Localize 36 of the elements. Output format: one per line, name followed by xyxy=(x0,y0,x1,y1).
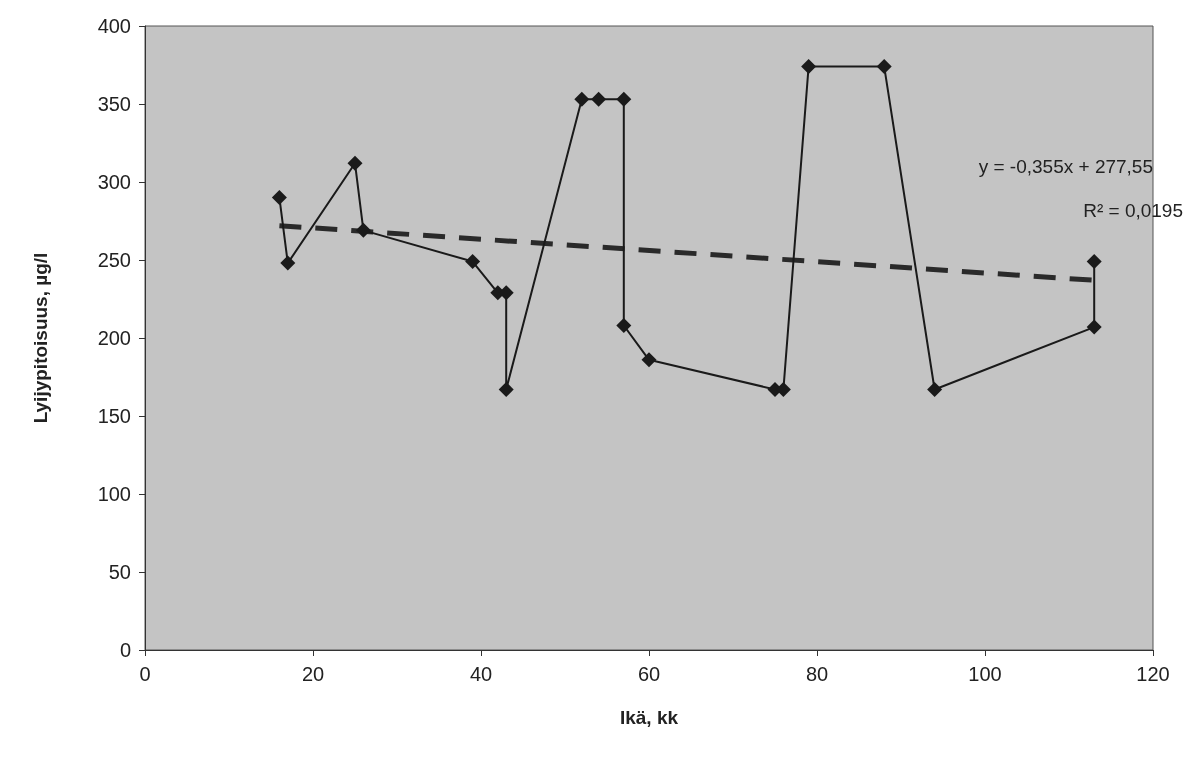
point xyxy=(927,381,943,397)
point xyxy=(1086,319,1102,335)
x-tick-label: 20 xyxy=(301,663,325,685)
point xyxy=(574,91,590,107)
y-tick-label: 400 xyxy=(97,15,131,37)
y-tick-label: 250 xyxy=(97,249,131,271)
annotation: R² = 0,0195 xyxy=(1083,200,1184,221)
x-tick-label: 60 xyxy=(637,663,661,685)
x-tick-label: 80 xyxy=(805,663,829,685)
x-tick-label: 120 xyxy=(1136,663,1170,685)
annotation: y = -0,355x + 277,55 xyxy=(978,156,1153,177)
point xyxy=(616,318,632,334)
point xyxy=(641,352,657,368)
point xyxy=(280,255,296,271)
y-tick-label: 0 xyxy=(119,639,131,661)
y-tick-label: 300 xyxy=(97,171,131,193)
point xyxy=(616,91,632,107)
point xyxy=(498,381,514,397)
point xyxy=(876,59,892,75)
point xyxy=(271,190,287,206)
y-tick-label: 150 xyxy=(97,405,131,427)
point xyxy=(355,222,371,238)
x-tick-label: 100 xyxy=(968,663,1002,685)
x-axis-title: Ikä, kk xyxy=(619,707,679,728)
point xyxy=(591,91,607,107)
y-tick-label: 100 xyxy=(97,483,131,505)
point xyxy=(801,59,817,75)
y-tick-label: 350 xyxy=(97,93,131,115)
y-axis-title: Lyijypitoisuus, µg/l xyxy=(30,252,51,424)
point xyxy=(347,155,363,171)
point xyxy=(1086,254,1102,270)
y-tick-label: 50 xyxy=(108,561,131,583)
x-tick-label: 40 xyxy=(469,663,493,685)
point xyxy=(465,254,481,270)
x-tick-label: 0 xyxy=(139,663,151,685)
y-tick-label: 200 xyxy=(97,327,131,349)
